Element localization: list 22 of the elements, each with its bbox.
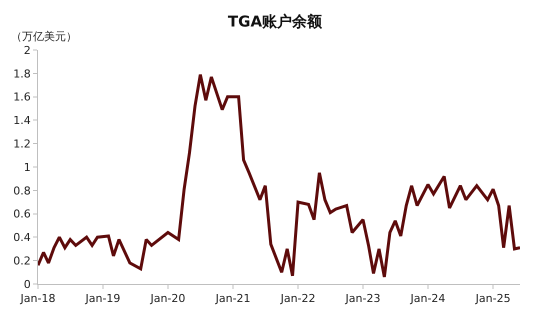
line-series: [38, 73, 520, 278]
y-tick-label: 0.4: [13, 231, 31, 244]
y-tick-label: 1: [24, 160, 31, 174]
y-tick-label: 0: [24, 278, 31, 291]
x-tick-label: Jan-19: [84, 292, 120, 306]
x-tick-label: Jan-18: [20, 292, 56, 306]
x-tick-label: Jan-22: [280, 292, 316, 306]
x-tick-label: Jan-24: [410, 292, 446, 306]
x-tick-label: Jan-21: [214, 292, 251, 306]
y-tick-label: 1.6: [13, 90, 31, 104]
y-tick-label: 1.2: [13, 137, 31, 150]
chart-title: TGA账户余额: [228, 12, 324, 30]
y-tick-label: 0.6: [13, 208, 31, 221]
x-tick-label: Jan-23: [344, 292, 380, 306]
y-axis-title: （万亿美元）: [11, 30, 77, 43]
y-tick-label: 0.2: [13, 254, 31, 268]
x-tick-label: Jan-20: [149, 292, 186, 306]
x-tick-label: Jan-25: [474, 292, 511, 306]
y-tick-label: 1.8: [13, 67, 31, 80]
y-tick-label: 0.8: [13, 184, 31, 198]
y-tick-label: 2: [24, 44, 31, 57]
y-tick-label: 1.4: [13, 114, 31, 128]
